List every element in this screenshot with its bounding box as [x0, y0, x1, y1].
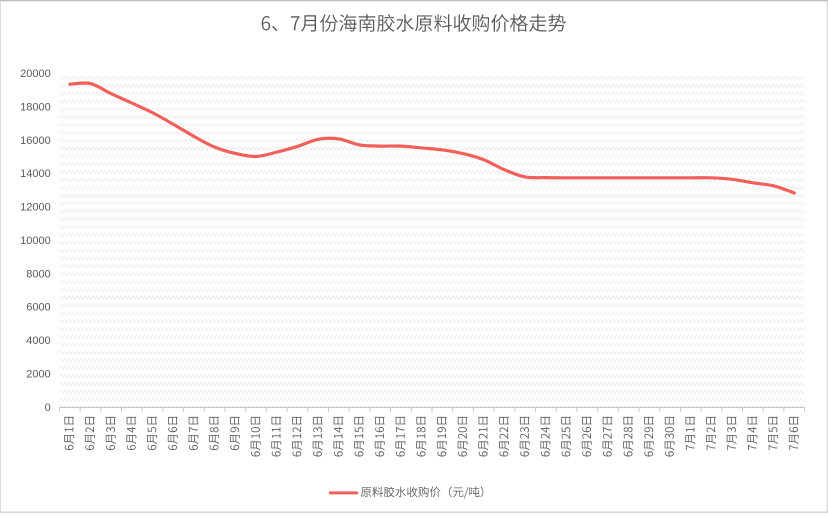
- svg-text:6000: 6000: [26, 302, 50, 314]
- svg-text:14000: 14000: [20, 168, 51, 180]
- svg-text:16000: 16000: [20, 135, 51, 147]
- svg-text:0: 0: [45, 402, 51, 414]
- svg-text:18000: 18000: [20, 101, 51, 113]
- svg-text:2000: 2000: [26, 368, 50, 380]
- svg-text:8000: 8000: [26, 268, 50, 280]
- svg-text:20000: 20000: [20, 68, 51, 80]
- svg-text:10000: 10000: [20, 235, 51, 247]
- svg-text:4000: 4000: [26, 335, 50, 347]
- svg-text:12000: 12000: [20, 202, 51, 214]
